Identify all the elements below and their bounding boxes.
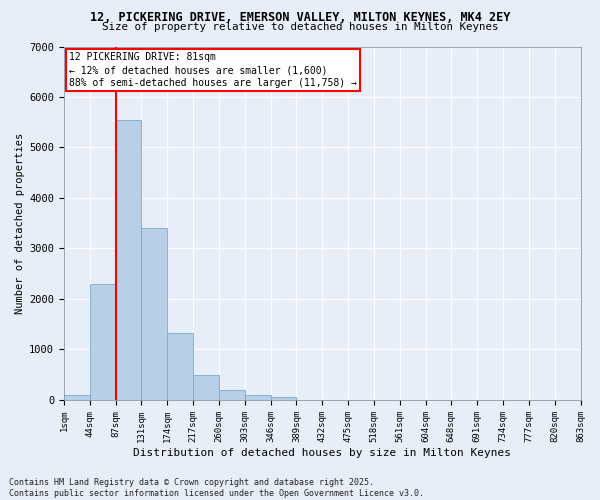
X-axis label: Distribution of detached houses by size in Milton Keynes: Distribution of detached houses by size …	[133, 448, 511, 458]
Text: 12 PICKERING DRIVE: 81sqm
← 12% of detached houses are smaller (1,600)
88% of se: 12 PICKERING DRIVE: 81sqm ← 12% of detac…	[69, 52, 357, 88]
Bar	[271, 397, 296, 400]
Bar	[167, 334, 193, 400]
Bar	[245, 396, 271, 400]
Bar	[219, 390, 245, 400]
Bar	[64, 395, 90, 400]
Text: Contains HM Land Registry data © Crown copyright and database right 2025.
Contai: Contains HM Land Registry data © Crown c…	[9, 478, 424, 498]
Text: 12, PICKERING DRIVE, EMERSON VALLEY, MILTON KEYNES, MK4 2EY: 12, PICKERING DRIVE, EMERSON VALLEY, MIL…	[90, 11, 510, 24]
Bar	[193, 375, 219, 400]
Text: Size of property relative to detached houses in Milton Keynes: Size of property relative to detached ho…	[102, 22, 498, 32]
Bar	[116, 120, 142, 400]
Bar	[142, 228, 167, 400]
Bar	[90, 284, 116, 400]
Y-axis label: Number of detached properties: Number of detached properties	[15, 132, 25, 314]
